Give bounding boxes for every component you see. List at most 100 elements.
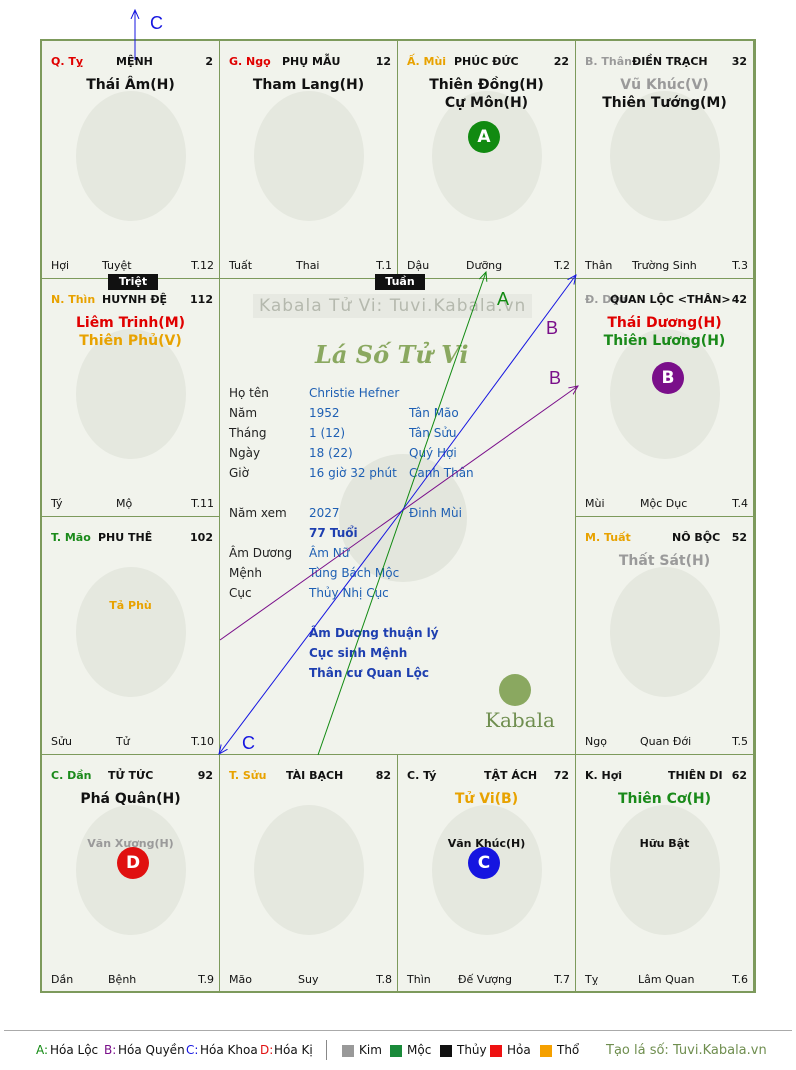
horoscope-chart: Q. Tỵ MỆNH 2 Thái Âm(H) Hợi Tuyệt T.12 G. Ngọ PH… <box>40 39 756 993</box>
palace-number: 82 <box>375 769 391 782</box>
palace-number: 22 <box>553 55 569 68</box>
palace-stem: G. Ngọ <box>229 55 271 68</box>
legend-key: A: <box>36 1043 49 1057</box>
palace-stem: C. Tý <box>407 769 437 782</box>
palace-branch: Tý <box>51 497 63 510</box>
info-label: Cục <box>229 586 252 600</box>
age-value: 77 Tuổi <box>309 526 358 540</box>
palace-number: 12 <box>375 55 391 68</box>
element-label: Kim <box>359 1043 382 1057</box>
element-label: Mộc <box>407 1043 432 1057</box>
info-value: 1952 <box>309 406 340 420</box>
palace-branch: Mùi <box>585 497 605 510</box>
palace-stem: T. Mão <box>51 531 91 544</box>
palace-name: TẬT ÁCH <box>484 769 538 782</box>
chart-title: Lá Số Tử Vi <box>315 340 469 369</box>
transformation-badge-a: A <box>468 121 500 153</box>
palace-stem: K. Hợi <box>585 769 623 782</box>
palace-ty[interactable]: Q. Tỵ MỆNH 2 Thái Âm(H) Hợi Tuyệt T.12 <box>41 40 220 279</box>
star-label: Văn Khúc(H) <box>447 837 526 850</box>
palace-age-range: T.1 <box>376 259 392 272</box>
palace-age-range: T.2 <box>554 259 570 272</box>
info-label: Ngày <box>229 446 261 460</box>
palace-stem: N. Thìn <box>51 293 96 306</box>
palace-than[interactable]: B. Thân ĐIỀN TRẠCH 32 Vũ Khúc(V) Thiên Tướng… <box>575 40 754 279</box>
transformation-badge-d: D <box>117 847 149 879</box>
palace-age-range: T.12 <box>191 259 214 272</box>
transformation-badge-b: B <box>652 362 684 394</box>
kabala-tree-icon <box>499 674 531 706</box>
palace-stem: B. Thân <box>585 55 632 68</box>
palace-age-range: T.5 <box>732 735 748 748</box>
site-watermark: Kabala Tử Vi: Tuvi.Kabala.vn <box>253 294 533 318</box>
palace-name: TỬ TỨC <box>108 769 154 782</box>
palace-name: PHỤ MẪU <box>282 55 341 68</box>
palace-dan[interactable]: C. Dần TỬ TỨC 92 Phá Quân(H) Văn Xương(H) D Dầ… <box>41 754 220 993</box>
palace-stem: Ấ. Mùi <box>407 55 447 68</box>
info-label: Năm xem <box>229 506 287 520</box>
star-label: Liêm Trinh(M) <box>75 315 186 331</box>
palace-mao[interactable]: T. Mão PHU THÊ 102 Tả Phù Sửu Tử T.10 <box>41 516 220 755</box>
palace-stem: Q. Tỵ <box>51 55 84 68</box>
palace-number: 42 <box>731 293 747 306</box>
star-label: Thiên Phủ(V) <box>79 333 182 349</box>
info-note: Thân cư Quan Lộc <box>309 666 429 680</box>
palace-tuat[interactable]: M. Tuất NÔ BỘC 52 Thất Sát(H) Ngọ Quan Đới T.5 <box>575 516 754 755</box>
zodiac-watermark-icon <box>610 329 720 459</box>
center-info-panel: Kabala Tử Vi: Tuvi.Kabala.vn Lá Số Tử Vi H… <box>219 278 576 755</box>
palace-life-stage: Tuyệt <box>102 259 132 272</box>
palace-stem: Đ. Dậu <box>585 293 627 306</box>
palace-mui[interactable]: Ấ. Mùi PHÚC ĐỨC 22 Thiên Đồng(H) Cự Môn(H) A D… <box>397 40 576 279</box>
info-value: Âm Nữ <box>309 546 350 560</box>
info-label: Tháng <box>229 426 267 440</box>
legend-text: Hóa Lộc <box>50 1043 99 1057</box>
star-label: Tả Phù <box>109 599 152 612</box>
zodiac-watermark-icon <box>76 91 186 221</box>
info-label: Năm <box>229 406 258 420</box>
info-note: Cục sinh Mệnh <box>309 646 408 660</box>
palace-ty2[interactable]: C. Tý TẬT ÁCH 72 Tử Vi(B) Văn Khúc(H) C Thìn Đế… <box>397 754 576 993</box>
legend-text: Hóa Kị <box>274 1043 313 1057</box>
star-label: Tử Vi(B) <box>454 791 519 807</box>
star-label: Hữu Bật <box>639 837 690 850</box>
info-value: 2027 <box>309 506 340 520</box>
zodiac-watermark-icon <box>76 567 186 697</box>
palace-stem: M. Tuất <box>585 531 631 544</box>
zodiac-watermark-icon <box>432 91 542 221</box>
element-label: Thổ <box>557 1043 580 1057</box>
palace-number: 62 <box>731 769 747 782</box>
palace-thin[interactable]: N. Thìn HUYNH ĐỆ 112 Liêm Trinh(M) Thiên Phủ… <box>41 278 220 517</box>
palace-hoi[interactable]: K. Hợi THIÊN DI 62 Thiên Cơ(H) Hữu Bật Tỵ Lâm … <box>575 754 754 993</box>
palace-life-stage: Bệnh <box>108 973 137 986</box>
palace-age-range: T.9 <box>198 973 214 986</box>
palace-ngo[interactable]: G. Ngọ PHỤ MẪU 12 Tham Lang(H) Tuất Thai T.1 <box>219 40 398 279</box>
info-label: Họ tên <box>229 386 269 400</box>
info-value: 18 (22) <box>309 446 353 460</box>
element-swatch <box>390 1045 402 1057</box>
info-value-canchi: Canh Thân <box>409 466 474 480</box>
element-label: Thủy <box>457 1043 487 1057</box>
palace-suu[interactable]: T. Sửu TÀI BẠCH 82 Mão Suy T.8 <box>219 754 398 993</box>
info-value: Thủy Nhị Cục <box>309 586 389 600</box>
palace-life-stage: Lâm Quan <box>638 973 695 986</box>
zodiac-watermark-icon <box>610 805 720 935</box>
legend-key: B: <box>104 1043 117 1057</box>
info-value: 16 giờ 32 phút <box>309 466 397 480</box>
info-value: Tùng Bách Mộc <box>309 566 400 580</box>
palace-life-stage: Tử <box>116 735 130 748</box>
info-value-canchi: Tân Sửu <box>409 426 457 440</box>
triet-tag: Triệt <box>108 274 158 290</box>
palace-stem: C. Dần <box>51 769 92 782</box>
palace-branch: Thìn <box>407 973 431 986</box>
site-credit-link[interactable]: Tạo lá số: Tuvi.Kabala.vn <box>606 1043 767 1058</box>
element-swatch <box>490 1045 502 1057</box>
info-label: Mệnh <box>229 566 262 580</box>
palace-branch: Sửu <box>51 735 72 748</box>
info-value: 1 (12) <box>309 426 346 440</box>
element-swatch <box>440 1045 452 1057</box>
star-label: Cự Môn(H) <box>444 95 529 111</box>
zodiac-watermark-icon <box>610 91 720 221</box>
palace-dau[interactable]: Đ. Dậu QUAN LỘC <THÂN> 42 Thái Dương(H) Thiê… <box>575 278 754 517</box>
palace-name: NÔ BỘC <box>672 531 721 544</box>
palace-name: PHÚC ĐỨC <box>454 55 519 68</box>
